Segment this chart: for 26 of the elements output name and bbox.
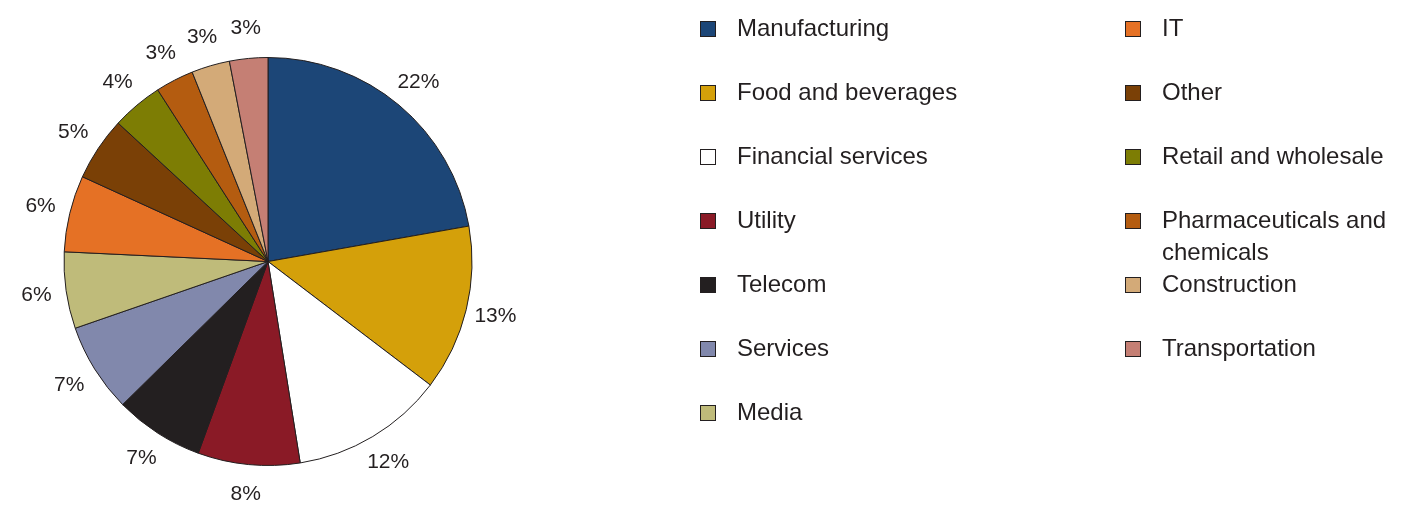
data-label: 7% xyxy=(53,371,85,395)
legend-label: Utility xyxy=(737,205,796,235)
data-label: 3% xyxy=(230,15,261,39)
data-label: 22% xyxy=(397,69,440,93)
legend-label: Pharmaceuticals and chemicals xyxy=(1162,205,1388,267)
data-label: 4% xyxy=(102,69,133,93)
data-label: 7% xyxy=(126,445,157,469)
legend-label: Services xyxy=(737,333,830,363)
legend-label: Telecom xyxy=(737,269,827,299)
legend-label: Transportation xyxy=(1162,333,1316,363)
data-label: 5% xyxy=(58,118,89,142)
legend-label: Financial services xyxy=(737,141,928,171)
data-label: 12% xyxy=(367,449,410,473)
legend-label: Construction xyxy=(1162,269,1297,299)
legend-label: Retail and wholesale xyxy=(1162,141,1384,171)
legend-label: Media xyxy=(737,397,803,427)
legend-label: IT xyxy=(1162,13,1184,43)
data-label: 6% xyxy=(25,193,56,217)
data-label: 6% xyxy=(21,281,52,305)
data-label: 3% xyxy=(145,40,176,64)
data-label: 3% xyxy=(186,23,218,47)
legend-label: Manufacturing xyxy=(737,13,890,43)
data-label: 13% xyxy=(474,303,517,327)
legend-label: Food and beverages xyxy=(737,77,958,107)
data-label: 8% xyxy=(230,481,261,505)
legend-label: Other xyxy=(1162,77,1223,107)
